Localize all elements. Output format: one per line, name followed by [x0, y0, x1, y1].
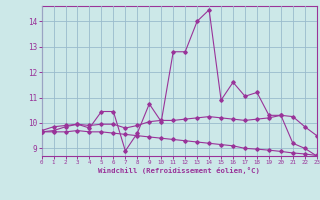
- X-axis label: Windchill (Refroidissement éolien,°C): Windchill (Refroidissement éolien,°C): [98, 167, 260, 174]
